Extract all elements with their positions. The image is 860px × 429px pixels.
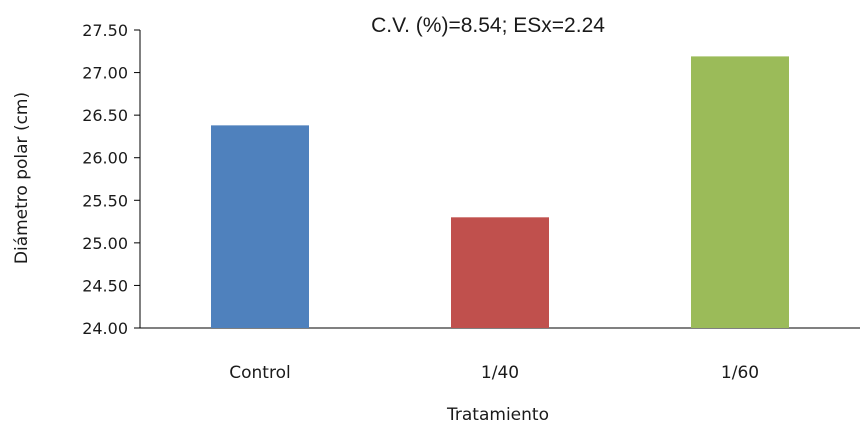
y-tick-label: 26.00 xyxy=(82,149,128,168)
bar-1-60 xyxy=(691,56,789,328)
y-tick-label: 24.50 xyxy=(82,276,128,295)
chart-title: C.V. (%)=8.54; ESx=2.24 xyxy=(371,14,605,37)
bars xyxy=(211,56,789,328)
x-axis-title: Tratamiento xyxy=(446,405,549,425)
y-tick-label: 25.50 xyxy=(82,191,128,210)
y-tick-label: 26.50 xyxy=(82,106,128,125)
bar-control xyxy=(211,125,309,328)
y-tick-label: 27.00 xyxy=(82,64,128,83)
x-category-label: 1/40 xyxy=(481,363,519,383)
x-category-label: Control xyxy=(229,363,290,383)
y-tick-label: 24.00 xyxy=(82,319,128,338)
y-axis-title: Diámetro polar (cm) xyxy=(12,92,32,264)
y-tick-label: 27.50 xyxy=(82,21,128,40)
x-category-label: 1/60 xyxy=(721,363,759,383)
y-axis-ticks: 24.00 24.50 25.00 25.50 26.00 26.50 27.00 27.50 xyxy=(82,21,140,338)
x-axis-labels: Control 1/40 1/60 xyxy=(229,363,759,383)
y-tick-label: 25.00 xyxy=(82,234,128,253)
bar-1-40 xyxy=(451,217,549,328)
